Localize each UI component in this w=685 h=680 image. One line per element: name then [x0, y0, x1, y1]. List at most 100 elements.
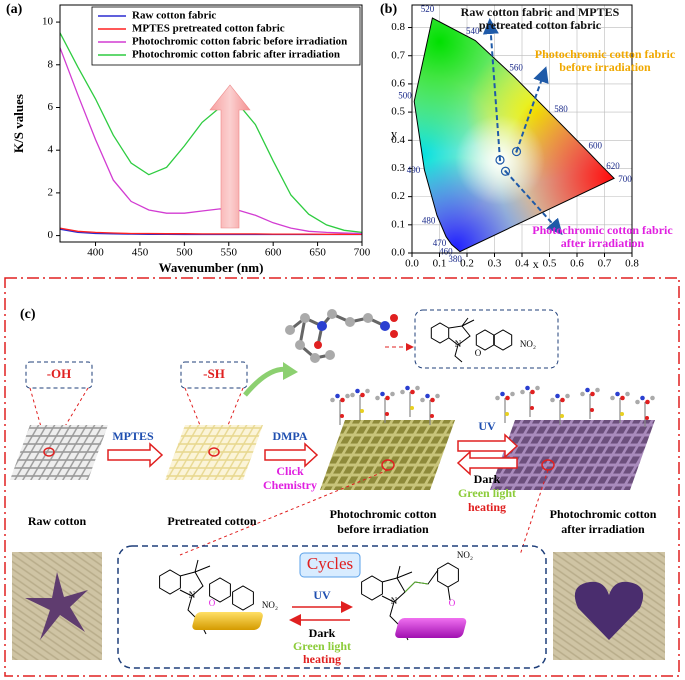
wavelength-label: 560 — [509, 62, 523, 72]
method: Click — [276, 464, 304, 478]
cycles-badge — [299, 552, 361, 578]
atom — [620, 395, 625, 401]
bond — [159, 569, 181, 595]
point-label: Photochromic cotton fabric before irradi… — [534, 47, 676, 74]
x-tick-label: 450 — [132, 247, 149, 259]
star-print — [25, 572, 88, 640]
atom — [525, 385, 530, 391]
atom — [620, 412, 624, 416]
atom — [430, 414, 434, 418]
legend-label: MPTES pretreated cotton fabric — [132, 23, 285, 35]
atom — [335, 393, 340, 399]
group-box — [180, 361, 248, 389]
bond — [430, 322, 450, 344]
switch-reverse: Green light — [458, 486, 516, 500]
atom — [585, 387, 590, 393]
panel-label: (c) — [20, 307, 36, 322]
wavelength-label: 490 — [407, 165, 421, 175]
series-line — [59, 227, 362, 235]
x-tick-label: 0.1 — [433, 258, 447, 270]
point-label: Raw cotton fabric and MPTES pretreated c… — [460, 5, 620, 32]
step-arrow — [107, 442, 164, 468]
bond — [448, 317, 475, 363]
legend-label: Photochromic cotton fabric after irradia… — [132, 49, 340, 61]
atom-label: NO₂ — [520, 339, 536, 349]
bond — [404, 581, 429, 593]
fabric-label: Pretreated cotton — [167, 514, 257, 528]
y-axis-label: K/S values — [11, 94, 26, 153]
bond — [447, 586, 451, 601]
atom — [345, 393, 350, 399]
x-tick-label: 550 — [221, 247, 238, 259]
point-dot — [498, 158, 502, 162]
atom — [555, 393, 560, 399]
magenta-block — [395, 618, 467, 638]
wavelength-label: 540 — [466, 26, 480, 36]
label-arrow — [515, 66, 549, 152]
point-dot — [515, 150, 518, 153]
atom — [580, 391, 585, 397]
atom — [350, 392, 355, 398]
panel-label: (b) — [380, 2, 397, 17]
y-tick-label: 6 — [48, 101, 54, 113]
wavelength-label: 600 — [589, 141, 603, 151]
y-tick-label: 0.3 — [391, 162, 405, 174]
heart-print — [574, 581, 644, 640]
highlight — [43, 447, 55, 457]
point — [495, 155, 505, 165]
switch-reverse: heating — [468, 500, 506, 514]
wavelength-label: 500 — [398, 90, 412, 100]
cycle-reverse: heating — [303, 652, 341, 666]
atom — [640, 395, 645, 401]
fabric-label: Photochromic cotton — [550, 507, 657, 521]
x-tick-label: 400 — [87, 247, 104, 259]
point-label: Photochromic cotton fabric after irradia… — [532, 223, 673, 250]
step-arrow — [264, 442, 319, 468]
x-tick-label: 700 — [354, 247, 371, 259]
x-axis-label: x — [533, 257, 539, 271]
switch-arrow — [456, 450, 518, 476]
x-axis-label: Wavenumber (nm) — [159, 260, 264, 275]
y-tick-label: 0.0 — [391, 247, 405, 259]
wavelength-label: 700 — [618, 174, 632, 184]
atom — [560, 397, 565, 403]
y-tick-label: 0.8 — [391, 21, 405, 33]
atom — [380, 391, 385, 397]
atom — [410, 389, 415, 395]
group-label: -SH — [203, 366, 225, 381]
cycle-forward: UV — [313, 588, 331, 602]
y-axis-label: y — [391, 126, 397, 140]
atom-label: N — [391, 596, 398, 606]
atom — [565, 393, 570, 399]
wavelength-label: 380 — [448, 254, 462, 264]
atom — [355, 388, 360, 394]
fabric-before — [320, 420, 455, 490]
reagent: MPTES — [112, 429, 154, 443]
fabric-label: Photochromic cotton — [330, 507, 437, 521]
wavelength-label: 620 — [606, 161, 620, 171]
y-tick-label: 8 — [48, 58, 54, 70]
atom-label: N — [189, 590, 196, 600]
y-tick-label: 4 — [48, 144, 54, 156]
atom — [330, 397, 335, 403]
atom — [390, 391, 395, 397]
y-tick-label: 0.1 — [391, 218, 405, 230]
cycles-box — [117, 545, 547, 669]
atom — [535, 385, 540, 391]
atom — [505, 412, 509, 416]
wavelength-label: 460 — [439, 246, 453, 256]
fabric-pretreated — [165, 425, 263, 480]
fabric-label: after irradiation — [561, 522, 645, 536]
x-tick-label: 0.5 — [543, 258, 557, 270]
x-tick-label: 0.2 — [460, 258, 474, 270]
reagent: DMPA — [272, 429, 307, 443]
legend-label: Raw cotton fabric — [132, 10, 216, 22]
atom — [435, 393, 440, 399]
x-tick-label: 0.6 — [570, 258, 584, 270]
atom — [430, 397, 435, 403]
atom-label: O — [475, 348, 482, 358]
point — [511, 146, 522, 157]
panel-label: (a) — [6, 2, 23, 17]
point-dot — [504, 170, 507, 173]
